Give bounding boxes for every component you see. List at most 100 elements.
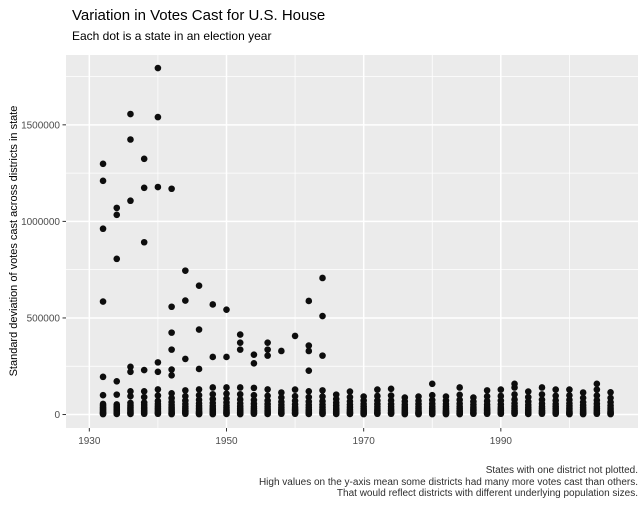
data-point: [236, 390, 244, 398]
data-point: [511, 391, 518, 398]
data-point: [497, 386, 505, 393]
data-point: [182, 410, 189, 418]
data-point: [593, 380, 601, 388]
data-point: [223, 384, 230, 391]
data-point: [250, 360, 258, 367]
data-point: [195, 391, 203, 399]
data-point: [401, 410, 409, 418]
data-point: [428, 410, 436, 418]
data-point: [113, 211, 121, 219]
data-point: [168, 366, 175, 373]
data-point: [168, 303, 175, 311]
data-point: [154, 64, 162, 72]
data-point: [415, 410, 422, 418]
data-point: [140, 155, 148, 163]
data-point: [99, 160, 107, 168]
data-point: [552, 392, 559, 400]
data-point: [428, 391, 436, 399]
data-point: [154, 392, 162, 399]
data-point: [195, 326, 203, 333]
data-point: [140, 410, 148, 418]
data-point: [236, 346, 244, 353]
y-tick-label: 0: [54, 410, 60, 421]
data-point: [99, 373, 107, 381]
data-point: [264, 392, 271, 400]
data-point: [99, 225, 107, 233]
data-point: [305, 347, 313, 355]
data-point: [607, 389, 614, 396]
data-point: [264, 339, 271, 346]
data-point: [140, 388, 148, 395]
data-point: [524, 410, 532, 418]
data-point: [291, 410, 299, 418]
data-point: [182, 355, 189, 363]
data-point: [291, 392, 299, 400]
data-point: [99, 410, 107, 418]
data-point: [223, 410, 230, 418]
data-point: [593, 386, 601, 393]
data-point: [264, 352, 271, 359]
data-point: [113, 391, 121, 398]
data-point: [483, 410, 491, 418]
data-point: [113, 410, 121, 418]
x-tick-label: 1930: [78, 436, 101, 447]
data-point: [566, 386, 573, 393]
data-point: [209, 301, 217, 308]
data-point: [154, 368, 162, 376]
data-point: [278, 410, 285, 418]
data-point: [99, 391, 107, 399]
data-point: [250, 391, 258, 399]
data-point: [524, 388, 532, 395]
y-axis-title: Standard deviation of votes cast across …: [8, 105, 20, 377]
data-point: [579, 389, 587, 396]
y-tick-label: 500000: [27, 313, 61, 324]
caption-line-3: That would reflect districts with differ…: [336, 488, 638, 499]
data-point: [140, 366, 148, 374]
data-point: [168, 329, 175, 336]
data-point: [607, 410, 614, 418]
data-point: [552, 410, 559, 418]
x-tick-label: 1950: [215, 436, 238, 447]
data-point: [566, 410, 573, 418]
data-point: [127, 136, 134, 143]
data-point: [195, 386, 203, 393]
data-point: [236, 331, 244, 338]
data-point: [223, 353, 230, 361]
data-point: [264, 346, 271, 353]
data-point: [387, 392, 395, 399]
data-point: [264, 386, 271, 393]
data-point: [209, 390, 217, 398]
panel-background: [66, 55, 638, 428]
data-point: [319, 312, 326, 320]
data-point: [195, 365, 203, 373]
data-point: [127, 388, 134, 395]
caption: States with one district not plotted. Hi…: [259, 465, 638, 500]
data-point: [209, 353, 217, 361]
data-point: [182, 267, 189, 274]
data-point: [182, 387, 189, 394]
data-point: [127, 110, 134, 118]
y-tick-label: 1500000: [21, 120, 60, 131]
data-point: [374, 392, 381, 400]
data-point: [456, 410, 463, 418]
data-point: [168, 389, 175, 397]
data-point: [127, 197, 134, 205]
data-point: [250, 351, 258, 358]
data-point: [593, 392, 601, 399]
data-point: [470, 410, 477, 418]
data-point: [346, 388, 354, 395]
data-point: [319, 410, 326, 418]
data-point: [538, 384, 546, 391]
data-point: [305, 410, 313, 418]
data-point: [140, 184, 148, 192]
data-point: [127, 368, 134, 376]
data-point: [332, 410, 340, 418]
data-point: [305, 342, 313, 349]
caption-line-2: High values on the y-axis mean some dist…: [258, 476, 638, 488]
data-point: [140, 393, 148, 401]
data-point: [236, 384, 244, 391]
data-point: [195, 282, 203, 290]
data-point: [250, 384, 258, 392]
data-point: [346, 410, 354, 418]
